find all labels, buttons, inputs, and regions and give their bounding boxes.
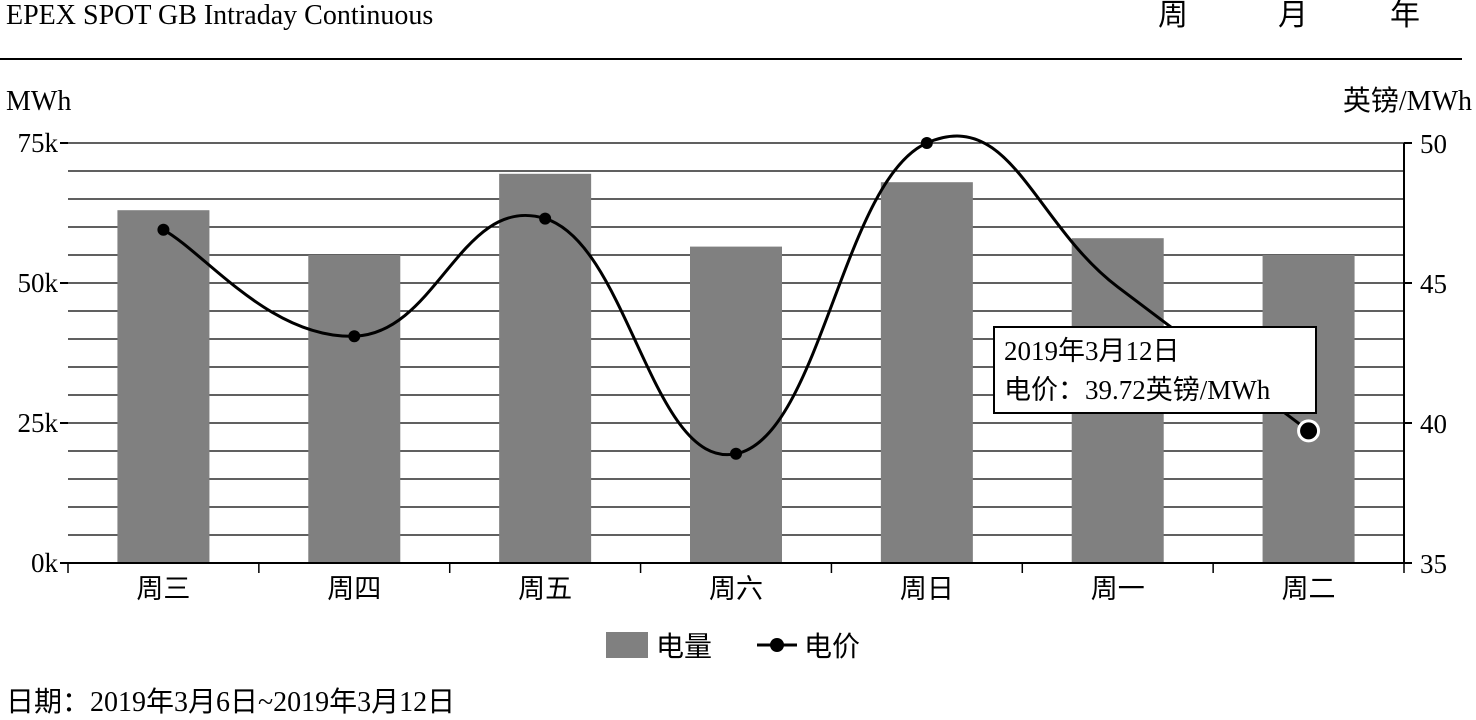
range-tab-month[interactable]: 月	[1278, 0, 1308, 32]
right-tick-label: 35	[1420, 549, 1447, 579]
left-tick-label: 25k	[18, 408, 59, 438]
x-tick-label: 周五	[518, 574, 572, 605]
left-tick-label: 50k	[18, 268, 59, 298]
legend-bar-label: 电量	[656, 630, 712, 663]
right-tick-label: 50	[1420, 129, 1447, 159]
price-point-3[interactable]	[730, 447, 742, 460]
legend-line-marker	[770, 638, 784, 652]
x-tick-label: 周二	[1282, 574, 1336, 605]
range-tab-year[interactable]: 年	[1390, 0, 1420, 32]
range-tab-week[interactable]: 周	[1158, 0, 1188, 32]
price-point-1[interactable]	[348, 330, 361, 343]
tooltip-date: 2019年3月12日	[1004, 336, 1180, 366]
tooltip-box	[993, 326, 1317, 414]
market-title: EPEX SPOT GB Intraday Continuous	[6, 0, 434, 31]
legend-bar-swatch	[606, 632, 648, 658]
right-axis-unit: 英镑/MWh	[1343, 85, 1472, 117]
x-tick-label: 周一	[1091, 574, 1145, 605]
price-point-4[interactable]	[920, 137, 933, 149]
x-tick-label: 周四	[327, 574, 381, 605]
tooltip-price: 电价：39.72英镑/MWh	[1004, 375, 1271, 405]
legend-line-label: 电价	[804, 630, 860, 663]
x-tick-label: 周三	[136, 574, 190, 605]
right-tick-label: 40	[1420, 409, 1447, 439]
date-range-label: 日期：2019年3月6日~2019年3月12日	[6, 687, 456, 718]
header-divider	[0, 58, 1462, 60]
right-tick-label: 45	[1420, 269, 1447, 299]
left-tick-label: 0k	[31, 548, 59, 578]
volume-bar-2[interactable]	[499, 173, 592, 564]
volume-bar-0[interactable]	[117, 210, 210, 563]
chart-legend: 电量 电价	[606, 630, 860, 663]
price-point-0[interactable]	[157, 223, 170, 236]
volume-bar-1[interactable]	[308, 255, 401, 563]
volume-bar-3[interactable]	[690, 246, 782, 563]
left-axis-unit: MWh	[6, 86, 71, 117]
x-tick-label: 周六	[709, 574, 763, 605]
left-tick-label: 75k	[18, 128, 59, 158]
chart-header: EPEX SPOT GB Intraday Continuous 周 月 年	[0, 0, 1476, 60]
volume-bar-4[interactable]	[880, 182, 973, 563]
price-line	[157, 134, 1321, 460]
axes: 0k 25k 50k 75k 35 40 45 50 MWh 英镑/MWh 周三 周四 周五 周六 周日 周一…	[6, 85, 1472, 605]
price-point-6[interactable]	[1297, 419, 1321, 443]
x-tick-label: 周日	[900, 574, 954, 605]
price-point-2[interactable]	[539, 212, 552, 225]
